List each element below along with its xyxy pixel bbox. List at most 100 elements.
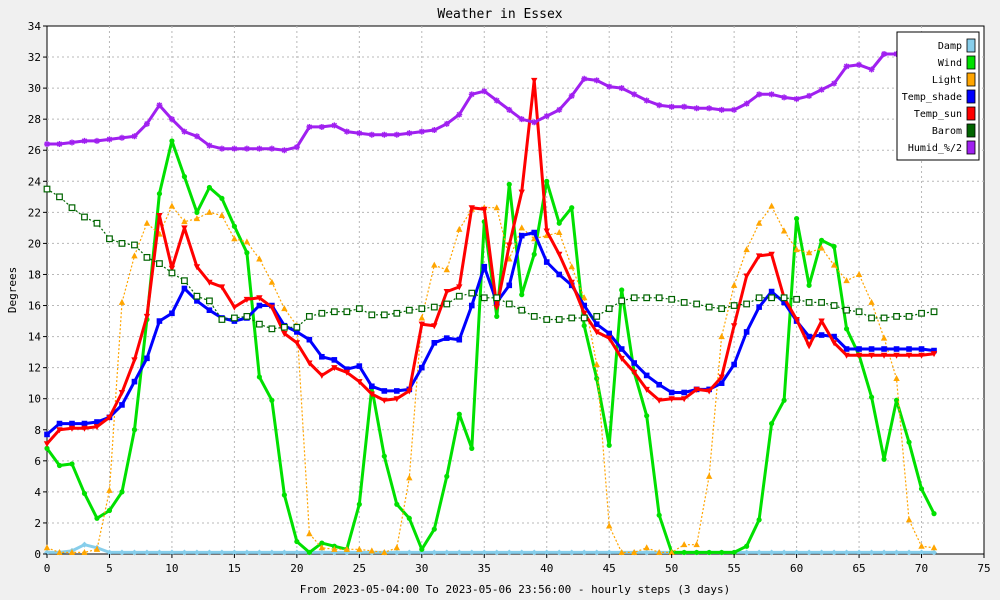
data-point-humid-2 [531, 119, 538, 126]
data-point-light [581, 294, 588, 301]
data-point-light [718, 333, 725, 340]
data-point-temp-sun [630, 369, 638, 376]
data-point-temp-shade [94, 419, 100, 425]
data-point-light [843, 277, 850, 284]
data-point-wind [469, 445, 475, 451]
data-point-barom [56, 193, 63, 201]
data-point-damp [431, 549, 438, 556]
data-point-temp-shade [593, 321, 600, 327]
data-point-temp-shade [443, 335, 450, 341]
data-point-light [181, 218, 188, 225]
data-point-humid-2 [268, 145, 275, 152]
data-point-temp-sun [218, 284, 226, 291]
data-point-humid-2 [568, 92, 575, 99]
data-point-light [630, 548, 638, 555]
data-point-temp-shade [718, 380, 725, 386]
data-point-light [693, 541, 700, 548]
data-point-humid-2 [443, 120, 450, 127]
data-point-damp [406, 549, 413, 556]
data-point-temp-shade [581, 302, 588, 309]
data-point-barom [730, 302, 738, 309]
data-point-temp-shade [356, 363, 363, 369]
data-point-temp-shade [556, 271, 563, 278]
data-point-temp-sun [930, 351, 938, 358]
data-point-wind [456, 411, 462, 417]
data-point-wind [681, 549, 687, 556]
data-point-barom [505, 300, 513, 308]
data-point-temp-sun [168, 265, 176, 272]
data-point-wind [194, 209, 200, 215]
data-point-wind [269, 397, 275, 403]
x-tick-label: 20 [290, 562, 303, 575]
data-point-temp-sun [93, 424, 101, 431]
data-point-temp-shade [743, 329, 750, 335]
y-tick-label: 4 [34, 486, 41, 499]
data-point-damp [193, 549, 200, 556]
data-point-temp-shade [44, 431, 50, 438]
data-point-wind [544, 178, 550, 184]
data-point-barom [268, 325, 276, 333]
data-point-temp-sun [655, 397, 663, 404]
data-point-temp-sun [231, 304, 238, 311]
data-point-barom [493, 294, 501, 302]
data-point-temp-shade [906, 346, 912, 352]
data-point-wind [556, 220, 562, 226]
data-point-wind [781, 397, 787, 403]
data-point-barom [868, 314, 875, 322]
data-point-humid-2 [781, 94, 788, 101]
data-point-temp-shade [331, 357, 338, 363]
legend-box [896, 31, 980, 161]
data-point-temp-shade [843, 346, 850, 352]
data-point-damp [856, 549, 863, 556]
data-point-barom [106, 235, 113, 243]
data-point-light [368, 547, 376, 554]
data-point-damp [231, 549, 238, 556]
data-point-humid-2 [306, 123, 313, 130]
y-tick-label: 0 [34, 548, 41, 561]
data-point-barom [243, 313, 251, 320]
data-point-barom [193, 292, 201, 300]
data-point-barom [143, 253, 151, 261]
data-point-light [356, 545, 363, 552]
data-point-wind [694, 549, 700, 556]
data-point-wind [244, 250, 250, 256]
data-point-light [643, 544, 650, 551]
data-point-damp [131, 549, 138, 556]
data-point-light [793, 246, 800, 253]
data-point-temp-sun [131, 357, 138, 364]
data-point-light [281, 305, 288, 312]
data-point-light [268, 278, 276, 285]
data-point-temp-sun [543, 228, 550, 235]
data-point-humid-2 [318, 123, 325, 130]
data-point-temp-sun [768, 251, 775, 258]
data-point-humid-2 [643, 97, 650, 104]
data-point-humid-2 [518, 116, 525, 123]
data-point-damp [506, 549, 513, 556]
data-point-humid-2 [718, 106, 725, 113]
data-point-temp-shade [656, 381, 662, 388]
data-point-barom [743, 300, 751, 308]
data-point-humid-2 [281, 147, 288, 154]
data-point-light [193, 215, 201, 222]
data-point-barom [568, 314, 576, 322]
data-point-barom [118, 240, 126, 247]
data-point-barom [168, 269, 176, 277]
y-tick-label: 32 [28, 51, 41, 64]
data-point-humid-2 [756, 91, 763, 98]
data-point-light [518, 224, 525, 231]
data-point-temp-shade [419, 364, 425, 371]
data-point-temp-sun [156, 212, 163, 219]
data-point-damp [543, 549, 550, 556]
data-point-temp-sun [481, 206, 488, 213]
data-point-humid-2 [118, 134, 125, 141]
data-point-barom [318, 309, 326, 317]
data-point-damp [743, 549, 750, 556]
data-point-light [393, 544, 401, 551]
data-point-temp-shade [506, 282, 513, 289]
data-point-damp [643, 549, 650, 556]
data-point-temp-sun [181, 225, 188, 232]
data-point-damp [218, 549, 225, 556]
data-point-barom [780, 294, 788, 302]
y-tick-label: 14 [28, 331, 42, 344]
data-point-temp-sun [343, 369, 351, 376]
